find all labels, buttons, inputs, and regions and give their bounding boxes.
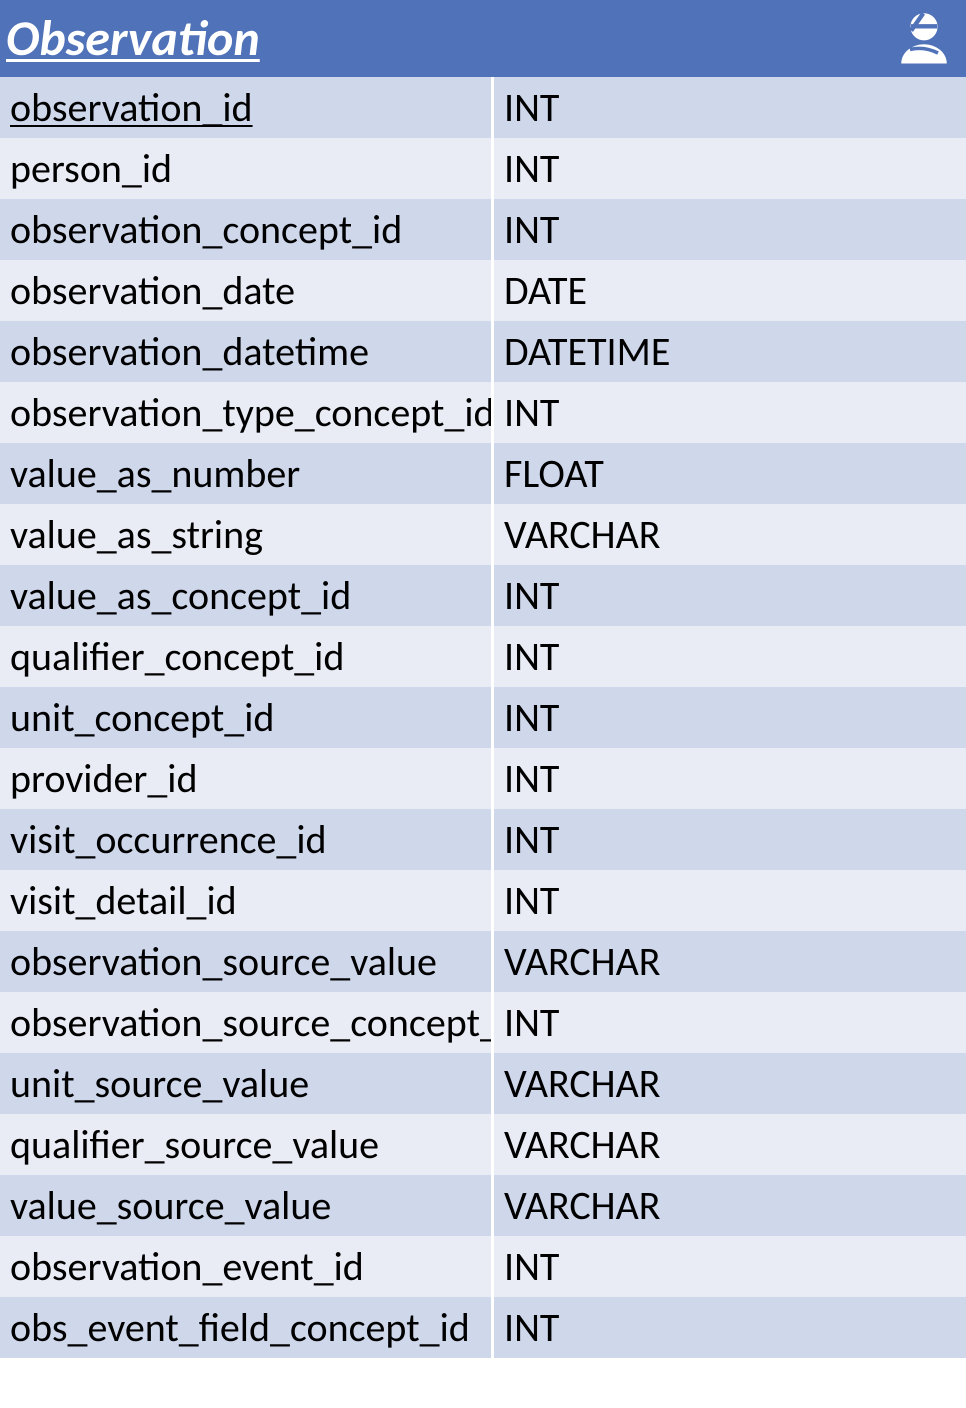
injured-person-icon	[896, 11, 952, 67]
table-header: Observation	[0, 0, 966, 77]
column-name: value_source_value	[0, 1175, 494, 1236]
table-row: obs_event_field_concept_idINT	[0, 1297, 966, 1358]
table-row: value_as_numberFLOAT	[0, 443, 966, 504]
table-row: value_source_valueVARCHAR	[0, 1175, 966, 1236]
column-name: value_as_number	[0, 443, 494, 504]
table-row: visit_detail_idINT	[0, 870, 966, 931]
table-row: observation_source_valueVARCHAR	[0, 931, 966, 992]
column-type: VARCHAR	[494, 504, 966, 565]
table-row: observation_dateDATE	[0, 260, 966, 321]
column-name: observation_date	[0, 260, 494, 321]
table-row: observation_idINT	[0, 77, 966, 138]
column-name: visit_detail_id	[0, 870, 494, 931]
column-name: observation_source_concept_id	[0, 992, 494, 1053]
column-name: observation_concept_id	[0, 199, 494, 260]
column-type: INT	[494, 565, 966, 626]
column-name: qualifier_source_value	[0, 1114, 494, 1175]
column-name: obs_event_field_concept_id	[0, 1297, 494, 1358]
table-row: unit_concept_idINT	[0, 687, 966, 748]
column-type: FLOAT	[494, 443, 966, 504]
column-name: qualifier_concept_id	[0, 626, 494, 687]
column-name: value_as_string	[0, 504, 494, 565]
column-type: INT	[494, 626, 966, 687]
column-name: observation_source_value	[0, 931, 494, 992]
table-row: unit_source_valueVARCHAR	[0, 1053, 966, 1114]
column-name: observation_id	[0, 77, 494, 138]
column-type: INT	[494, 992, 966, 1053]
column-type: INT	[494, 809, 966, 870]
table-body: observation_idINTperson_idINTobservation…	[0, 77, 966, 1358]
column-type: INT	[494, 687, 966, 748]
column-type: INT	[494, 1236, 966, 1297]
table-row: value_as_concept_idINT	[0, 565, 966, 626]
column-type: INT	[494, 138, 966, 199]
table-row: person_idINT	[0, 138, 966, 199]
observation-schema-table: Observation observation_idINTperson_idIN…	[0, 0, 966, 1358]
column-type: DATE	[494, 260, 966, 321]
column-type: VARCHAR	[494, 1053, 966, 1114]
table-row: observation_event_idINT	[0, 1236, 966, 1297]
column-name: observation_type_concept_id	[0, 382, 494, 443]
column-name: visit_occurrence_id	[0, 809, 494, 870]
table-row: observation_datetimeDATETIME	[0, 321, 966, 382]
column-name: provider_id	[0, 748, 494, 809]
table-row: observation_source_concept_idINT	[0, 992, 966, 1053]
column-type: VARCHAR	[494, 931, 966, 992]
table-row: value_as_stringVARCHAR	[0, 504, 966, 565]
column-type: INT	[494, 870, 966, 931]
column-type: INT	[494, 77, 966, 138]
column-type: VARCHAR	[494, 1175, 966, 1236]
column-name: value_as_concept_id	[0, 565, 494, 626]
column-name: unit_concept_id	[0, 687, 494, 748]
column-name: unit_source_value	[0, 1053, 494, 1114]
column-name: observation_event_id	[0, 1236, 494, 1297]
table-row: observation_type_concept_idINT	[0, 382, 966, 443]
table-title: Observation	[6, 8, 260, 69]
table-row: visit_occurrence_idINT	[0, 809, 966, 870]
table-row: observation_concept_idINT	[0, 199, 966, 260]
column-type: DATETIME	[494, 321, 966, 382]
table-row: qualifier_source_valueVARCHAR	[0, 1114, 966, 1175]
table-row: provider_idINT	[0, 748, 966, 809]
column-type: INT	[494, 382, 966, 443]
table-row: qualifier_concept_idINT	[0, 626, 966, 687]
column-type: VARCHAR	[494, 1114, 966, 1175]
column-type: INT	[494, 199, 966, 260]
column-name: observation_datetime	[0, 321, 494, 382]
column-name: person_id	[0, 138, 494, 199]
column-type: INT	[494, 748, 966, 809]
column-type: INT	[494, 1297, 966, 1358]
